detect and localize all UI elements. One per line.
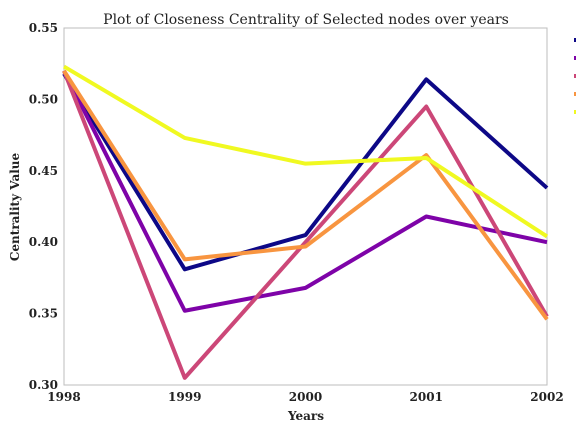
y-tick-label: 0.50 xyxy=(29,92,58,106)
y-axis-label: Centrality Value xyxy=(8,153,22,262)
x-axis-label: Years xyxy=(287,409,324,423)
plot-area: 1998 1999 2000 2001 2002 0.30 0.35 0.40 0.45 0.5… xyxy=(29,21,564,404)
y-tick-label: 0.45 xyxy=(29,164,58,178)
y-tick-label: 0.30 xyxy=(29,378,58,392)
x-tick-label: 2002 xyxy=(530,390,563,404)
x-tick-label: 2001 xyxy=(410,390,443,404)
chart-title: Plot of Closeness Centrality of Selected… xyxy=(103,12,509,28)
plot-frame xyxy=(64,28,547,385)
y-tick-label: 0.55 xyxy=(29,21,58,35)
y-tick-label: 0.35 xyxy=(29,307,58,321)
x-tick-label: 1998 xyxy=(47,390,80,404)
x-tick-label: 1999 xyxy=(168,390,201,404)
x-tick-label: 2000 xyxy=(289,390,322,404)
y-tick-label: 0.40 xyxy=(29,235,58,249)
